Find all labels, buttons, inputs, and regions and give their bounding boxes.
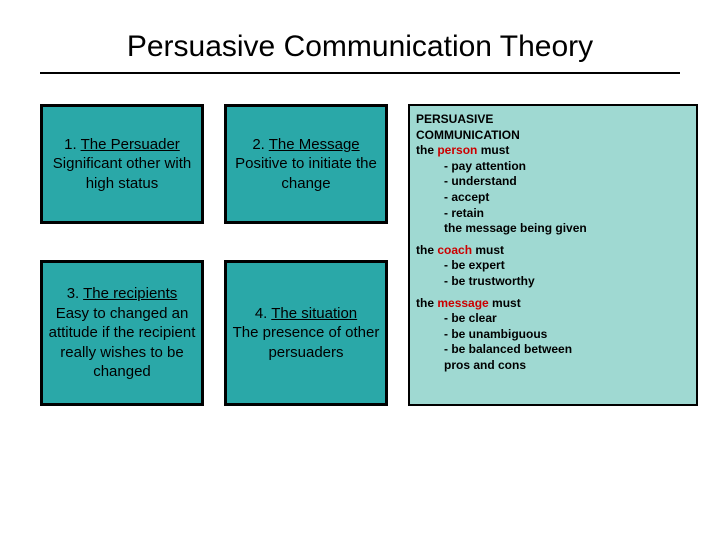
- box-heading: The Persuader: [81, 136, 180, 153]
- message-tail: pros and cons: [416, 358, 690, 374]
- message-lead: the message must: [416, 296, 690, 312]
- box-num: 2.: [252, 136, 268, 153]
- person-lead: the person must: [416, 143, 690, 159]
- box-message: 2. The Message Positive to initiate the …: [224, 104, 388, 224]
- box-heading: The recipients: [83, 285, 177, 302]
- slide-title: Persuasive Communication Theory: [0, 0, 720, 72]
- box-num: 1.: [64, 136, 80, 153]
- box-text: 3. The recipients Easy to changed an att…: [47, 284, 197, 382]
- message-block: the message must - be clear - be unambig…: [416, 296, 690, 374]
- box-body: Positive to initiate the change: [235, 155, 377, 192]
- red-message: message: [437, 296, 488, 310]
- message-item: - be clear: [416, 311, 690, 327]
- box-recipients: 3. The recipients Easy to changed an att…: [40, 260, 204, 406]
- box-text: 1. The Persuader Significant other with …: [47, 135, 197, 194]
- t: the: [416, 296, 437, 310]
- box-situation: 4. The situation The presence of other p…: [224, 260, 388, 406]
- t: must: [477, 143, 509, 157]
- person-tail: the message being given: [416, 221, 690, 237]
- box-body: The presence of other persuaders: [233, 324, 380, 361]
- box-heading: The Message: [269, 136, 360, 153]
- coach-block: the coach must - be expert - be trustwor…: [416, 243, 690, 290]
- side-title-block: PERSUASIVE COMMUNICATION the person must…: [416, 112, 690, 237]
- t: the: [416, 243, 437, 257]
- t: the: [416, 143, 437, 157]
- t: must: [489, 296, 521, 310]
- box-heading: The situation: [271, 305, 357, 322]
- message-item: - be unambiguous: [416, 327, 690, 343]
- box-num: 4.: [255, 305, 271, 322]
- box-body: Easy to changed an attitude if the recip…: [49, 305, 196, 381]
- box-persuader: 1. The Persuader Significant other with …: [40, 104, 204, 224]
- person-item: - accept: [416, 190, 690, 206]
- red-person: person: [437, 143, 477, 157]
- side-panel: PERSUASIVE COMMUNICATION the person must…: [408, 104, 698, 406]
- box-num: 3.: [67, 285, 83, 302]
- box-text: 4. The situation The presence of other p…: [231, 304, 381, 363]
- person-item: - retain: [416, 206, 690, 222]
- message-item: - be balanced between: [416, 342, 690, 358]
- side-title-1: PERSUASIVE: [416, 112, 690, 128]
- person-item: - pay attention: [416, 159, 690, 175]
- red-coach: coach: [437, 243, 472, 257]
- box-body: Significant other with high status: [53, 155, 191, 192]
- person-item: - understand: [416, 174, 690, 190]
- coach-lead: the coach must: [416, 243, 690, 259]
- box-text: 2. The Message Positive to initiate the …: [231, 135, 381, 194]
- coach-item: - be expert: [416, 258, 690, 274]
- t: must: [472, 243, 504, 257]
- side-title-2: COMMUNICATION: [416, 128, 690, 144]
- title-underline: [40, 72, 680, 74]
- coach-item: - be trustworthy: [416, 274, 690, 290]
